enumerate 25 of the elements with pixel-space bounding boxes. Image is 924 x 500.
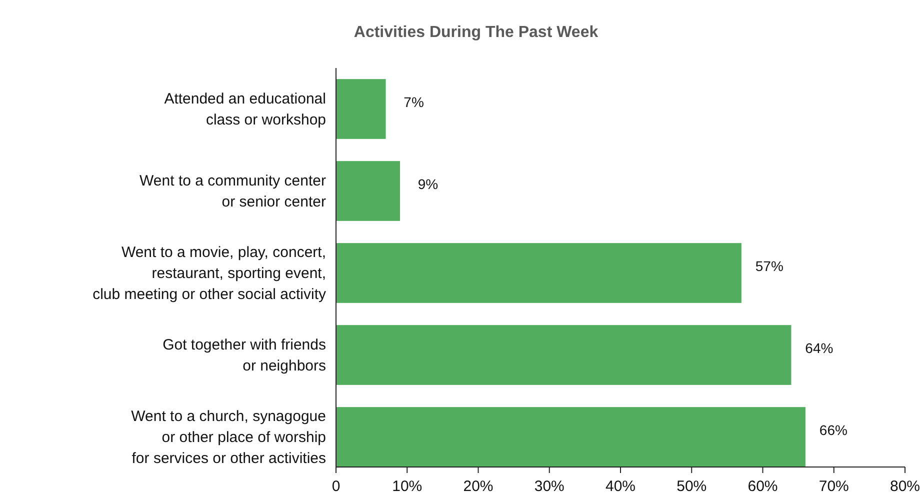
x-tick-label: 80% [890, 478, 920, 495]
chart-title: Activities During The Past Week [354, 24, 598, 41]
bar [336, 161, 400, 221]
bar [336, 79, 386, 139]
data-label: 7% [404, 94, 424, 110]
y-tick-label: Attended an educational class or workshop [164, 90, 326, 128]
y-tick-label: Went to a movie, play, concert, restaurant, sporting event, club meeting or other social activity [92, 244, 326, 303]
x-tick-label: 40% [605, 478, 636, 495]
bar [336, 325, 792, 385]
x-tick-label: 60% [748, 478, 778, 495]
y-tick-label: Went to a community center or senior center [140, 172, 326, 210]
x-tick-label: 10% [392, 478, 422, 495]
x-tick-label: 0 [332, 478, 340, 495]
x-tick-label: 50% [676, 478, 707, 495]
bar [336, 407, 806, 467]
data-label: 64% [805, 340, 834, 356]
bar [336, 243, 742, 303]
x-tick-label: 20% [463, 478, 494, 495]
x-tick-label: 30% [534, 478, 564, 495]
data-label: 66% [819, 422, 848, 438]
y-tick-label: Went to a church, synagogue or other place of worship for services or other activities [131, 408, 326, 467]
y-tick-label: Got together with friends or neighbors [162, 336, 326, 374]
x-tick-label: 70% [818, 478, 849, 495]
data-label: 57% [755, 258, 784, 274]
data-label: 9% [418, 176, 438, 192]
